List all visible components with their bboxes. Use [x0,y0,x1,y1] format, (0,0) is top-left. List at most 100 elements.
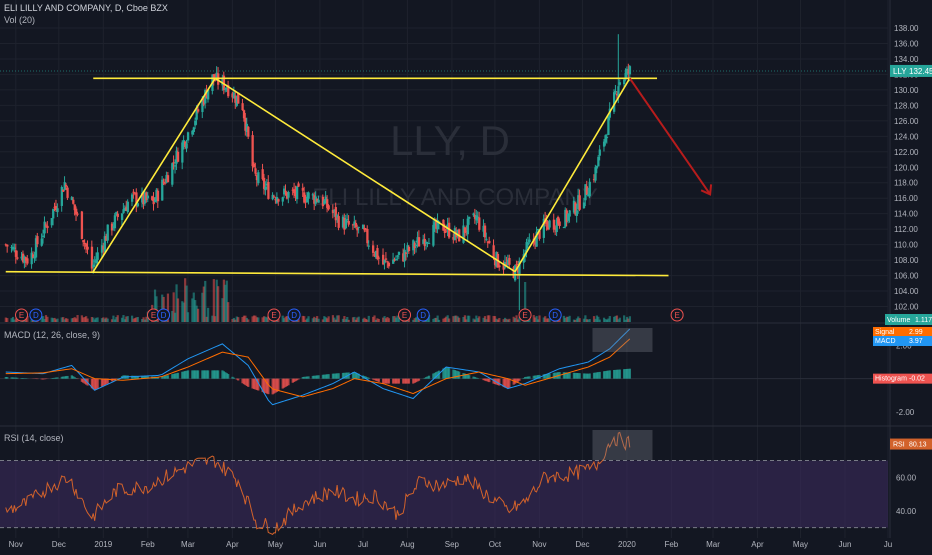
macd-histogram-bar [66,376,68,379]
earnings-marker-label: D [420,311,426,320]
candle-body [548,220,550,227]
candle-body [6,245,8,247]
volume-bar [97,317,99,322]
macd-badge-name-signal: Signal [875,329,895,336]
volume-bar [187,312,189,322]
candle-body [606,137,608,138]
macd-histogram-bar [277,379,279,391]
macd-histogram-bar [477,378,479,379]
time-tick-label: Mar [181,540,195,549]
candle-body [87,247,89,250]
volume-bar [599,320,601,322]
candle-body [56,208,58,212]
macd-badge-value-macd: 3.97 [909,338,923,345]
volume-bar [538,315,540,322]
rsi-badge-name: RSI [893,442,905,449]
volume-pane-label: Volume [887,317,910,324]
candle-body [121,213,123,219]
candle-body [492,245,494,258]
candle-body [328,205,330,209]
candle-body [185,143,187,148]
macd-histogram-bar [468,375,470,379]
macd-histogram-bar [297,379,299,380]
macd-highlight-box [592,328,652,352]
volume-value: 1.117M [915,317,932,324]
volume-bar [177,298,179,322]
candle-body [485,239,487,240]
volume-bar [348,320,350,322]
volume-bar [589,319,591,322]
candle-body [254,168,256,173]
price-tick-label: 112.00 [894,225,918,234]
volume-bar [378,319,380,322]
macd-histogram-bar [328,374,330,378]
candle-body [358,227,360,228]
volume-title: Vol (20) [4,15,35,25]
candle-body [558,221,560,226]
volume-bar [488,315,490,322]
candle-body [508,258,510,265]
last-price-value: 132.45 [909,67,932,76]
volume-bar [317,319,319,322]
volume-bar [217,286,219,322]
candle-body [418,237,420,246]
rsi-title: RSI (14, close) [4,433,64,443]
candle-body [197,109,199,111]
candle-body [569,210,571,216]
candle-body [117,214,119,217]
macd-histogram-bar [368,378,370,379]
macd-histogram-bar [317,375,319,378]
candle-body [307,192,309,198]
macd-histogram-bar [167,375,169,378]
earnings-marker-label: D [33,311,39,320]
candle-body [177,152,179,162]
macd-histogram-bar [488,379,490,382]
watermark-ticker: LLY, D [390,117,510,164]
earnings-marker-label: D [161,311,167,320]
candle-body [296,186,298,199]
volume-bar [127,316,129,322]
macd-histogram-bar [398,379,400,384]
macd-histogram-bar [56,377,58,378]
macd-histogram-bar [247,379,249,387]
volume-bar [498,318,500,322]
macd-histogram-bar [388,379,390,384]
candle-body [26,258,28,263]
macd-histogram-bar [75,378,77,379]
candle-body [385,258,387,259]
candle-body [76,214,78,215]
earnings-marker-label: E [19,311,24,320]
time-tick-label: Aug [400,540,414,549]
macd-tick-label: -2.00 [896,408,915,417]
earnings-marker-label: D [552,311,558,320]
candle-body [348,221,350,225]
volume-bar [508,319,510,322]
candle-body [187,132,189,140]
trendline-rise-2 [515,78,630,271]
price-tick-label: 114.00 [894,210,918,219]
candle-body [167,175,169,182]
time-tick-label: Jul [358,540,368,549]
volume-bar [458,318,460,322]
candle-body [579,195,581,209]
earnings-marker-label: E [151,311,156,320]
macd-histogram-bar [237,379,239,381]
time-tick-label: May [793,540,808,549]
macd-histogram-bar [408,379,410,384]
candle-body [287,192,289,198]
candle-body [338,216,340,228]
candle-body [428,243,430,244]
earnings-marker-label: E [271,311,276,320]
macd-histogram-bar [528,376,530,378]
candle-body [147,196,149,199]
macd-histogram-bar [629,369,631,379]
volume-bar [338,315,340,322]
macd-histogram-bar [609,370,611,378]
candle-body [468,217,470,219]
candle-body [257,172,259,183]
trendline-descend [215,78,515,271]
rsi-highlight-box [592,430,652,460]
rsi-badge-value: 80.13 [909,442,927,449]
